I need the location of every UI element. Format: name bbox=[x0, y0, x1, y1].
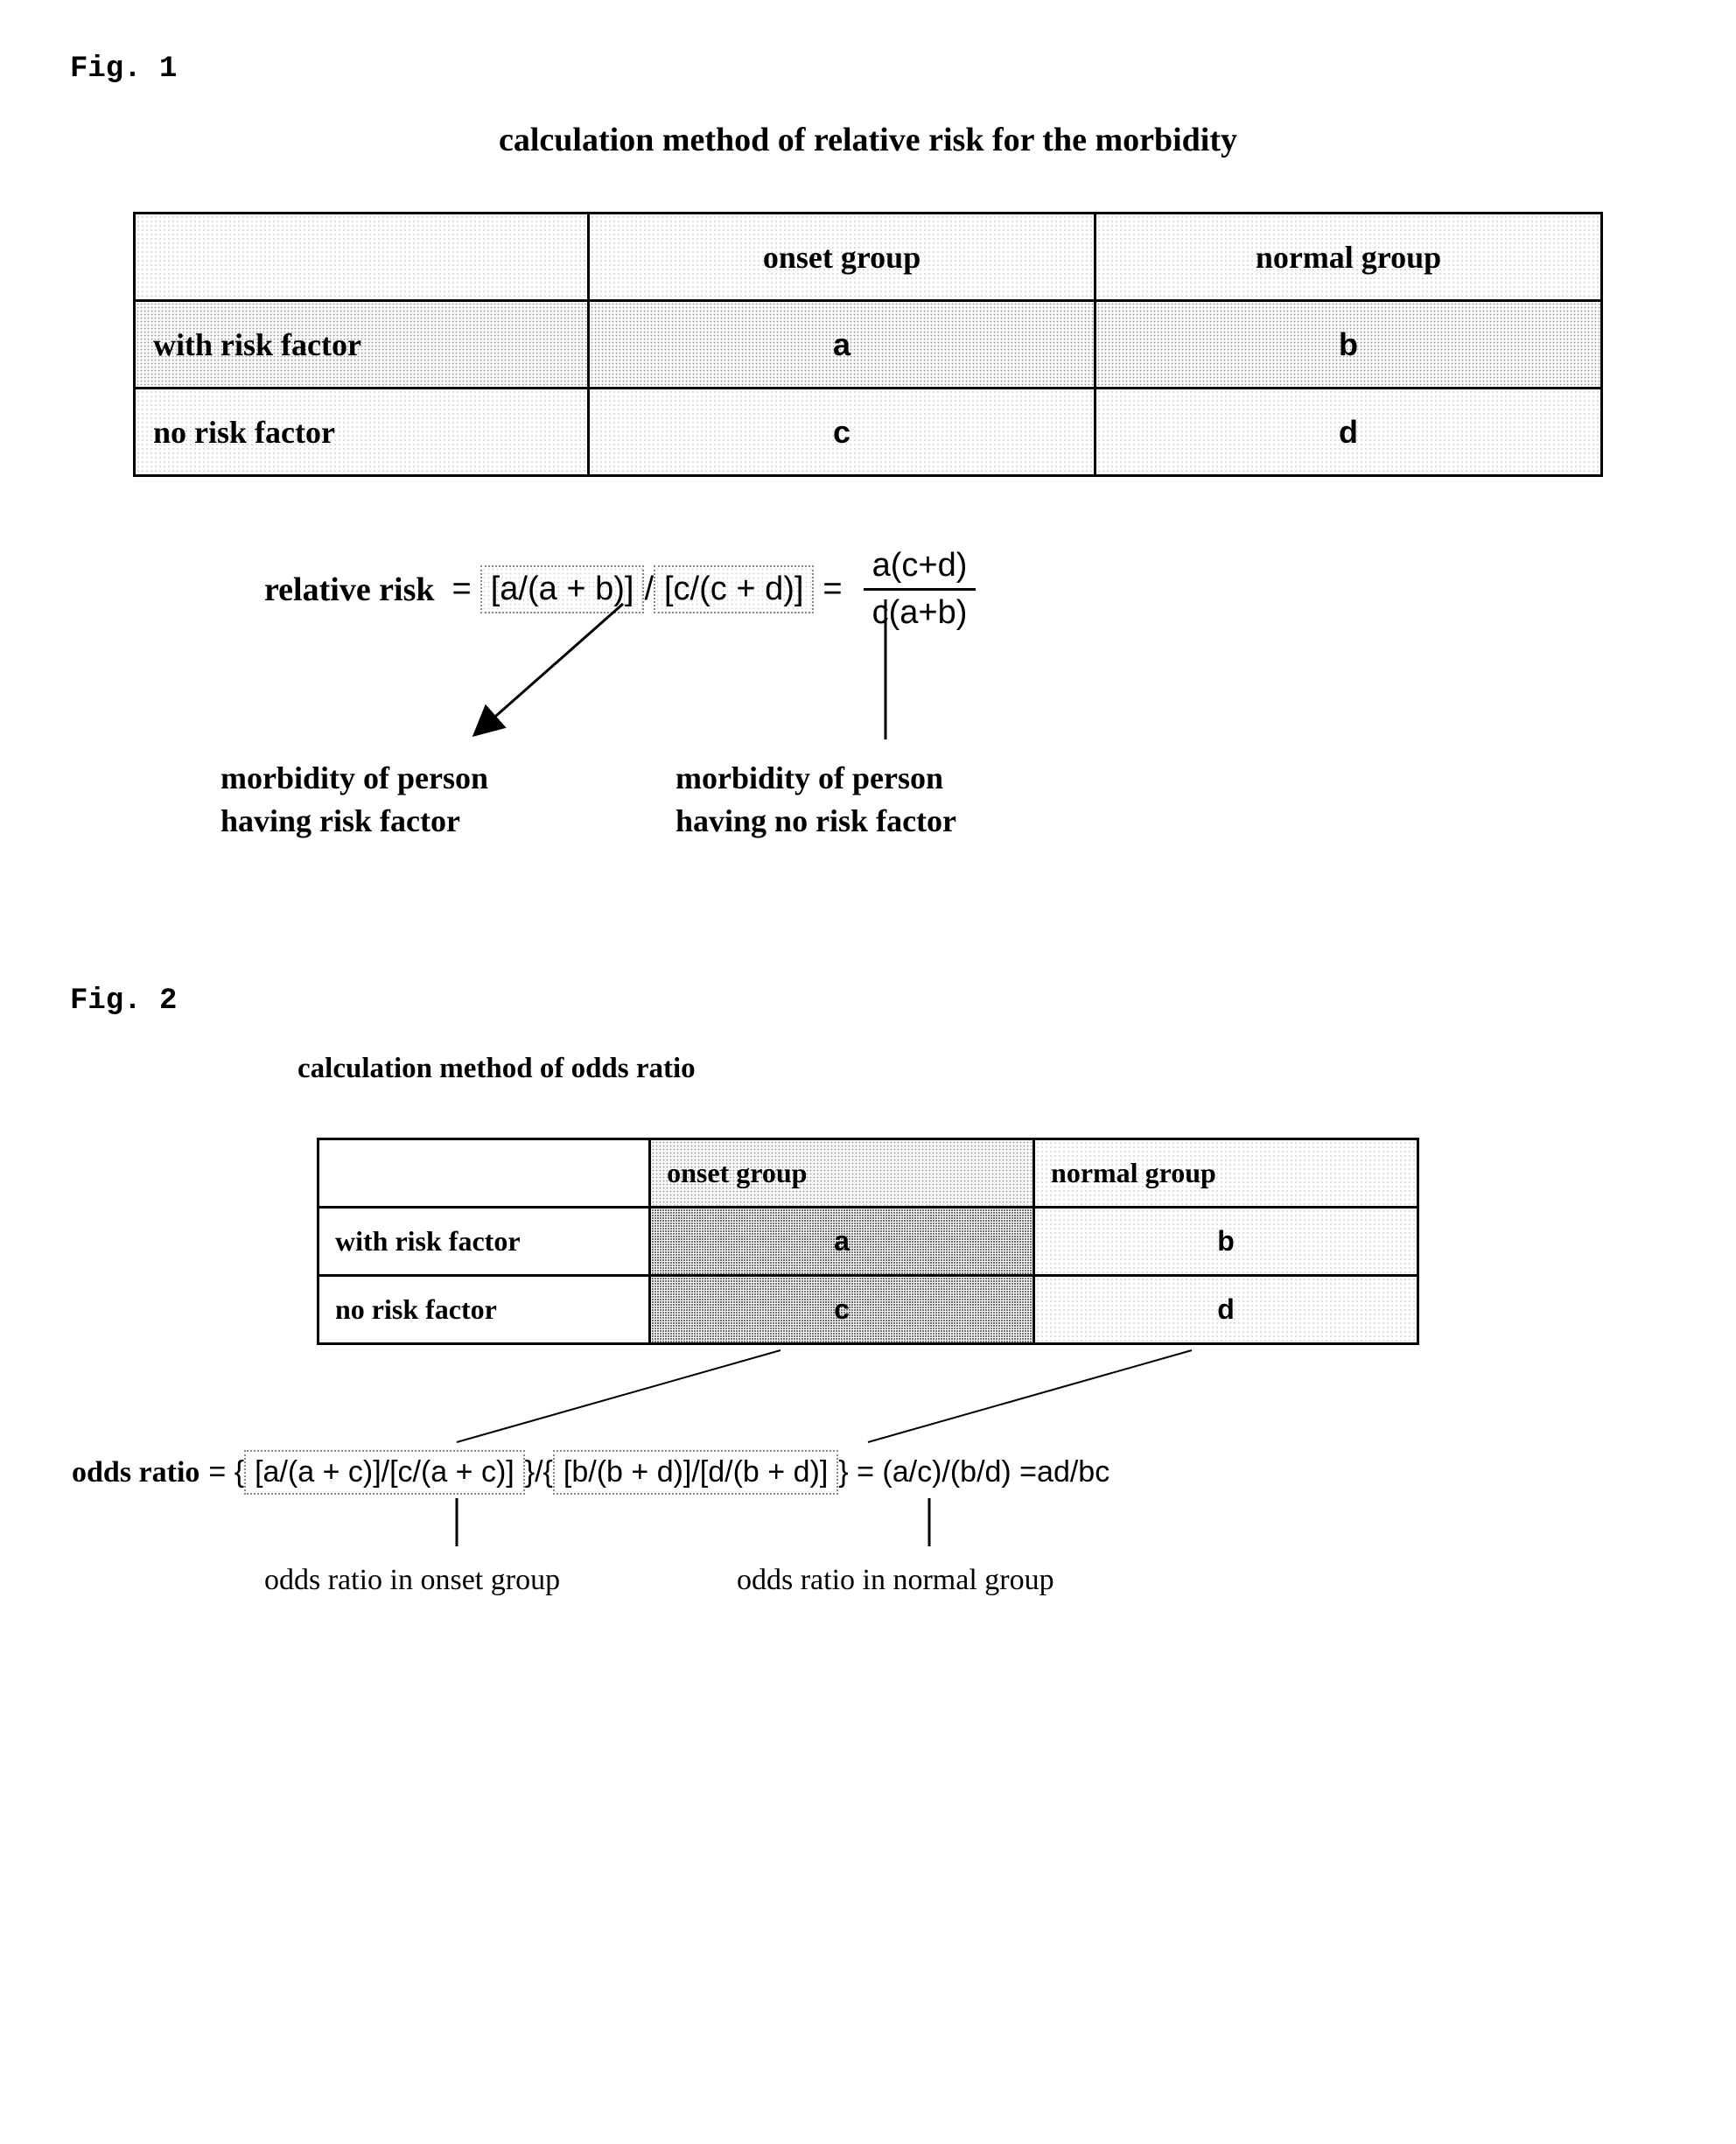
fig1-title: calculation method of relative risk for … bbox=[70, 121, 1666, 159]
callout1-line2: having risk factor bbox=[220, 803, 460, 838]
fig1-col2-header: normal group bbox=[1096, 214, 1602, 301]
fig2-col2-header: normal group bbox=[1034, 1139, 1418, 1208]
fig1-cell-d: d bbox=[1096, 389, 1602, 476]
fig2-table: onset group normal group with risk facto… bbox=[317, 1138, 1419, 1345]
eq1-frac-num: a(c+d) bbox=[864, 547, 976, 591]
fig1-row2-label: no risk factor bbox=[135, 389, 589, 476]
fig1-row1-label: with risk factor bbox=[135, 301, 589, 389]
figure-1: Fig. 1 calculation method of relative ri… bbox=[70, 53, 1666, 844]
slant-2-icon bbox=[859, 1350, 1209, 1447]
fig1-callout-2: morbidity of person having no risk facto… bbox=[676, 757, 956, 842]
fig2-callout-2: odds ratio in normal group bbox=[737, 1564, 1054, 1597]
fig2-cell-d: d bbox=[1034, 1276, 1418, 1344]
fig1-cell-a: a bbox=[589, 301, 1096, 389]
fig2-cell-a: a bbox=[650, 1208, 1034, 1276]
eq2-mid: }/{ bbox=[525, 1455, 553, 1489]
eq2-post: } = (a/c)/(b/d) =ad/bc bbox=[838, 1455, 1110, 1489]
callout1-line1: morbidity of person bbox=[220, 760, 488, 795]
tick-2-icon bbox=[920, 1498, 938, 1551]
fig1-callout-1: morbidity of person having risk factor bbox=[220, 757, 488, 842]
eq2-lhs: odds ratio bbox=[72, 1456, 200, 1489]
fig2-col1-header: onset group bbox=[650, 1139, 1034, 1208]
tick-1-icon bbox=[448, 1498, 466, 1551]
eq2-box1: [a/(a + c)]/[c/(a + c)] bbox=[244, 1450, 525, 1495]
fig2-header-blank bbox=[318, 1139, 650, 1208]
fig2-row2-label: no risk factor bbox=[318, 1276, 650, 1344]
fig1-header-blank bbox=[135, 214, 589, 301]
fig1-cell-c: c bbox=[589, 389, 1096, 476]
fig2-label: Fig. 2 bbox=[70, 984, 1666, 1018]
callout2-line2: having no risk factor bbox=[676, 803, 956, 838]
fig1-table: onset group normal group with risk facto… bbox=[133, 212, 1603, 477]
fig1-col1-header: onset group bbox=[589, 214, 1096, 301]
fig1-cell-b: b bbox=[1096, 301, 1602, 389]
figure-2: Fig. 2 calculation method of odds ratio … bbox=[70, 984, 1666, 1608]
fig1-label: Fig. 1 bbox=[70, 53, 1666, 86]
line-2-icon bbox=[868, 595, 903, 744]
fig2-cell-b: b bbox=[1034, 1208, 1418, 1276]
eq1-part2: [c/(c + d)] bbox=[654, 565, 814, 613]
fig1-equation: relative risk = [a/(a + b)] / [c/(c + d)… bbox=[133, 521, 1603, 844]
fig2-equation: odds ratio = { [a/(a + c)]/[c/(a + c)] }… bbox=[72, 1345, 1664, 1608]
eq1-eq2: = bbox=[822, 571, 842, 608]
eq1-lhs: relative risk bbox=[264, 571, 435, 609]
arrow-1-icon bbox=[466, 595, 658, 744]
fig2-row1-label: with risk factor bbox=[318, 1208, 650, 1276]
fig2-callout-1: odds ratio in onset group bbox=[264, 1564, 560, 1597]
fig2-cell-c: c bbox=[650, 1276, 1034, 1344]
eq2-box2: [b/(b + d)]/[d/(b + d)] bbox=[553, 1450, 838, 1495]
slant-1-icon bbox=[448, 1350, 798, 1447]
fig2-title: calculation method of odds ratio bbox=[70, 1053, 1666, 1085]
callout2-line1: morbidity of person bbox=[676, 760, 943, 795]
eq2-pre: = { bbox=[208, 1455, 244, 1489]
